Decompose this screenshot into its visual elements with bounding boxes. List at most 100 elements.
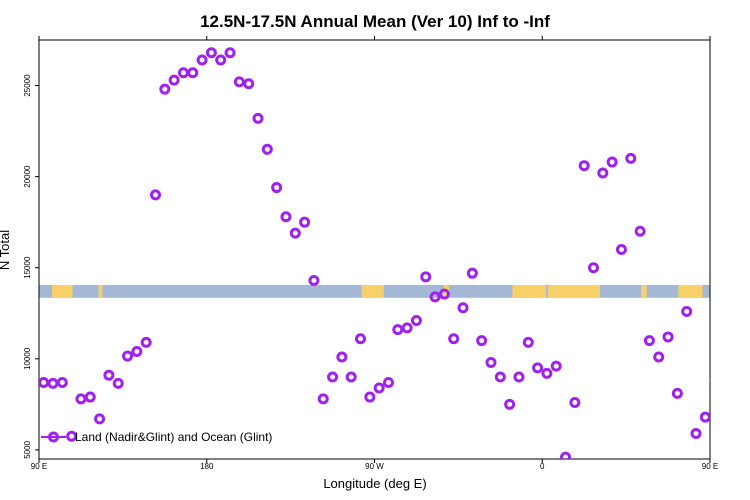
data-point (729, 378, 737, 386)
data-point (345, 371, 357, 383)
data-point (131, 346, 143, 358)
data-point (205, 47, 217, 59)
x-axis: 90 E 180 90 W 0 90 E (31, 459, 718, 471)
data-point (569, 397, 581, 409)
y-axis-label: N Total (0, 230, 12, 270)
data-point (149, 189, 161, 201)
y-axis: 5000 10000 15000 20000 25000 (23, 74, 39, 459)
data-point (597, 167, 609, 179)
data-point (261, 143, 273, 155)
world-map-strip (39, 285, 727, 298)
legend-label: Land (Nadir&Glint) and Ocean (Glint) (75, 430, 272, 444)
data-point (271, 182, 283, 194)
data-point (364, 391, 376, 403)
map-land-segment (678, 285, 703, 298)
map-land-segment (361, 285, 384, 298)
data-point (103, 369, 115, 381)
data-point (699, 411, 710, 423)
data-point (317, 393, 329, 405)
data-point (522, 336, 534, 348)
data-point (410, 315, 422, 327)
x-tick-label: 90 E (702, 462, 718, 471)
data-point (56, 376, 68, 388)
map-land-segment (98, 285, 103, 298)
data-point (392, 324, 404, 336)
data-point (466, 267, 478, 279)
x-axis-label: Longitude (deg E) (323, 476, 426, 491)
data-point (47, 377, 59, 389)
data-point (420, 271, 432, 283)
data-point (690, 427, 702, 439)
data-point (308, 274, 320, 286)
data-point (75, 393, 87, 405)
data-point (233, 76, 245, 88)
data-point (382, 376, 394, 388)
data-point (140, 336, 152, 348)
data-point (187, 67, 199, 79)
data-point (560, 451, 572, 459)
data-point (84, 391, 96, 403)
data-point (39, 376, 50, 388)
data-point (513, 371, 525, 383)
data-point (709, 379, 710, 386)
data-point (643, 335, 655, 347)
x-tick-label: 0 (540, 462, 545, 471)
y-tick-label: 25000 (23, 74, 32, 97)
data-point (494, 371, 506, 383)
data-point (327, 371, 339, 383)
data-point (280, 211, 292, 223)
data-point (177, 67, 189, 79)
data-point (532, 362, 544, 374)
data-point (448, 333, 460, 345)
x-tick-label: 180 (200, 462, 214, 471)
data-point (578, 160, 590, 172)
data-point (66, 430, 78, 442)
data-point (289, 227, 301, 239)
data-point (243, 78, 255, 90)
data-point (615, 244, 627, 255)
data-point (671, 387, 683, 399)
x-tick-label: 90 W (365, 462, 384, 471)
data-point (653, 351, 665, 363)
data-point (122, 350, 134, 362)
map-land-segment (52, 285, 73, 298)
x-tick-label: 90 E (31, 462, 47, 471)
map-land-segment (512, 285, 546, 298)
legend-point-marker (48, 431, 59, 443)
data-point (355, 333, 367, 345)
data-point (401, 322, 413, 334)
data-point (252, 112, 264, 124)
data-point (634, 225, 646, 237)
data-point (739, 395, 747, 403)
y-tick-label: 15000 (23, 256, 32, 279)
data-point (485, 356, 497, 368)
data-point (720, 380, 728, 388)
map-land-segment (641, 285, 647, 298)
data-point (299, 216, 311, 228)
legend: Land (Nadir&Glint) and Ocean (Glint) (41, 430, 272, 444)
data-point (550, 360, 562, 372)
data-point (541, 367, 553, 379)
data-point (681, 305, 693, 317)
y-tick-label: 5000 (23, 440, 32, 458)
map-land-segment (721, 285, 727, 298)
data-point (662, 331, 674, 343)
x-axis-top (38, 36, 711, 40)
data-point (94, 413, 106, 425)
data-point (196, 54, 208, 66)
data-point (606, 156, 618, 168)
data-point (168, 74, 180, 86)
data-point (476, 335, 488, 347)
data-series (39, 47, 747, 459)
data-point (457, 302, 469, 314)
data-point (588, 262, 600, 274)
data-point (504, 398, 516, 410)
data-point (429, 291, 441, 303)
y-tick-label: 20000 (23, 165, 32, 188)
data-point (438, 288, 450, 300)
data-point (336, 351, 348, 363)
map-land-segment (547, 285, 601, 298)
chart-title: 12.5N-17.5N Annual Mean (Ver 10) Inf to … (200, 12, 550, 31)
data-point (373, 382, 385, 394)
